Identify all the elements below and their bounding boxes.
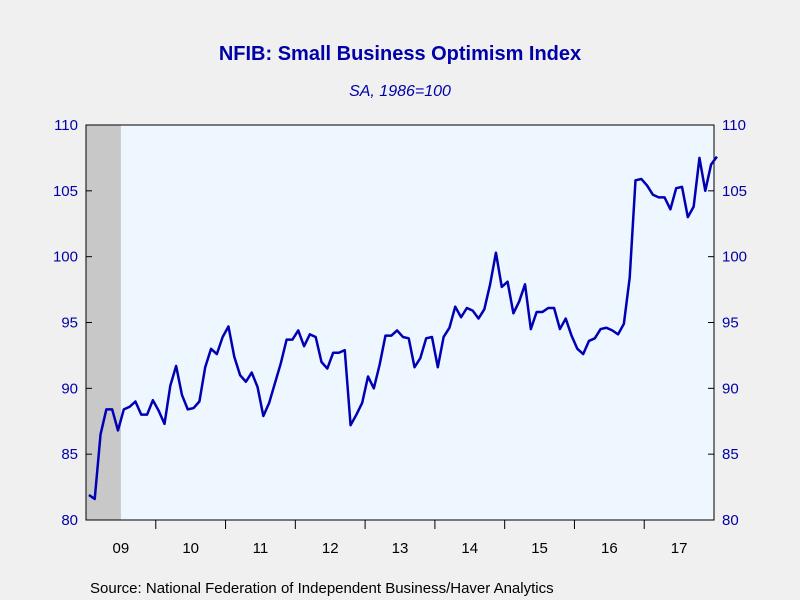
y-tick-label-left: 95 [61, 315, 78, 332]
y-tick-label-right: 85 [722, 446, 739, 463]
y-tick-label-right: 95 [722, 315, 739, 332]
y-axis-right: 80 85 90 95 100 105 110 [708, 117, 747, 529]
x-tick-label: 11 [253, 540, 269, 557]
x-tick-label: 12 [322, 540, 339, 557]
recession-shading [86, 125, 121, 520]
x-tick-label: 13 [392, 540, 409, 557]
y-tick-label-right: 105 [722, 183, 747, 200]
y-tick-label-left: 90 [61, 380, 78, 397]
series-line [88, 155, 718, 501]
y-tick-label-left: 85 [61, 446, 78, 463]
y-tick-label-left: 105 [53, 183, 78, 200]
y-tick-label-right: 110 [722, 117, 746, 134]
chart-subtitle: SA, 1986=100 [349, 83, 451, 100]
x-tick-label: 17 [671, 540, 688, 557]
x-tick-label: 16 [601, 540, 618, 557]
plot-area [85, 124, 715, 521]
y-tick-label-left: 100 [53, 249, 78, 266]
y-axis-left: 80 85 90 95 100 105 110 [53, 117, 92, 529]
x-tick-label: 10 [182, 540, 199, 557]
x-tick-label: 09 [113, 540, 130, 557]
x-tick-label: 14 [461, 540, 478, 557]
y-tick-label-left: 110 [54, 117, 78, 134]
source-note: Source: National Federation of Independe… [90, 580, 554, 597]
y-tick-label-right: 90 [722, 380, 739, 397]
x-tick-label: 15 [531, 540, 548, 557]
y-tick-label-left: 80 [61, 512, 78, 529]
chart-title: NFIB: Small Business Optimism Index [219, 43, 581, 65]
y-tick-label-right: 80 [722, 512, 739, 529]
y-tick-label-right: 100 [722, 249, 747, 266]
x-axis: 09 10 11 12 13 14 15 16 17 [113, 520, 688, 557]
